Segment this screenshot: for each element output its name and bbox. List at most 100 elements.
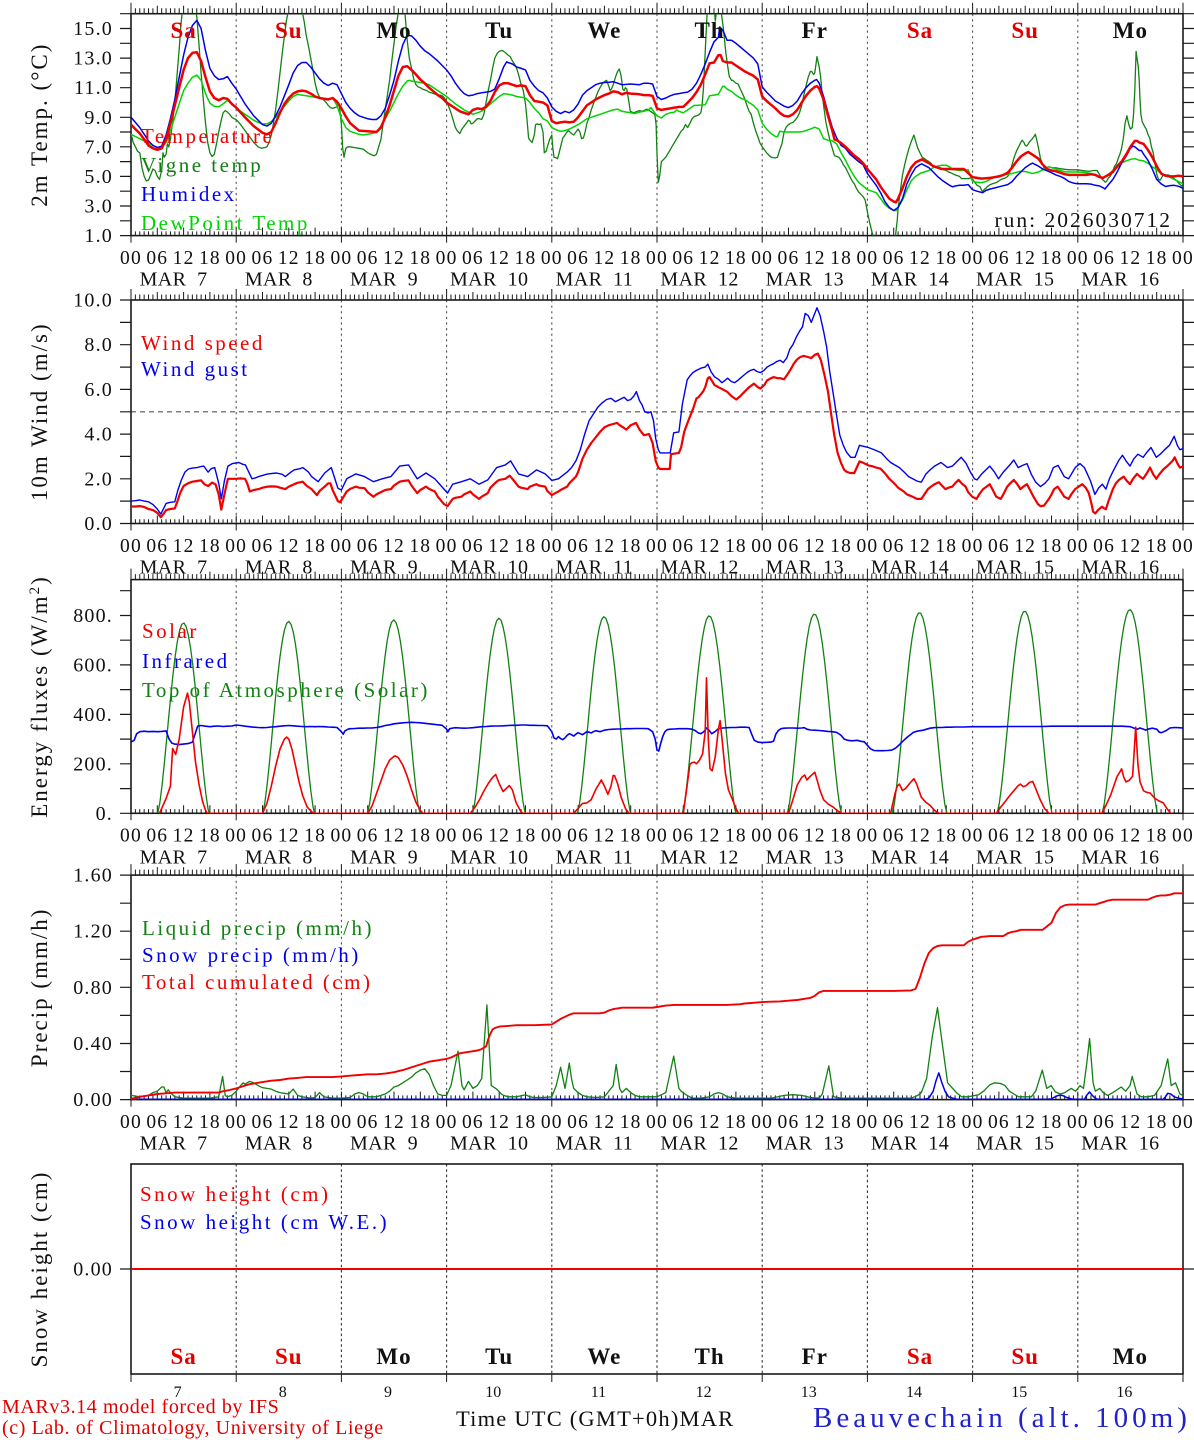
svg-text:0.40: 0.40	[73, 1033, 113, 1055]
svg-text:06: 06	[672, 1112, 694, 1133]
svg-text:9.0: 9.0	[84, 107, 113, 129]
svg-text:18: 18	[515, 826, 537, 847]
svg-text:Su: Su	[275, 18, 303, 43]
svg-text:06: 06	[567, 248, 589, 269]
svg-text:MAR 7: MAR 7	[140, 557, 208, 579]
svg-text:06: 06	[883, 1112, 905, 1133]
svg-text:MAR 12: MAR 12	[660, 269, 738, 291]
svg-text:00: 00	[1172, 248, 1194, 269]
svg-text:MAR 15: MAR 15	[976, 846, 1054, 868]
svg-text:00: 00	[225, 536, 247, 557]
svg-text:00: 00	[330, 248, 352, 269]
svg-text:MAR 10: MAR 10	[450, 269, 528, 291]
svg-text:MAR 13: MAR 13	[766, 846, 844, 868]
svg-text:12: 12	[278, 826, 300, 847]
svg-text:00: 00	[646, 248, 668, 269]
svg-text:00: 00	[541, 248, 563, 269]
svg-text:06: 06	[883, 826, 905, 847]
svg-text:00: 00	[225, 1112, 247, 1133]
svg-text:Total cumulated (cm): Total cumulated (cm)	[142, 970, 372, 994]
svg-text:06: 06	[1093, 536, 1115, 557]
svg-text:18: 18	[304, 826, 326, 847]
svg-text:06: 06	[778, 536, 800, 557]
svg-text:400.: 400.	[73, 704, 113, 726]
svg-text:18: 18	[725, 536, 747, 557]
svg-text:Sa: Sa	[907, 18, 933, 43]
svg-text:00: 00	[541, 1112, 563, 1133]
svg-text:MAR 14: MAR 14	[871, 557, 949, 579]
svg-text:Th: Th	[695, 18, 725, 43]
svg-text:18: 18	[620, 826, 642, 847]
svg-text:MARv3.14 model forced by IFS: MARv3.14 model forced by IFS	[2, 1396, 279, 1418]
svg-text:3.0: 3.0	[84, 196, 113, 218]
svg-text:12: 12	[593, 826, 615, 847]
svg-text:12: 12	[593, 248, 615, 269]
svg-text:5.0: 5.0	[84, 166, 113, 188]
svg-text:18: 18	[199, 536, 221, 557]
svg-text:Precip (mm/h): Precip (mm/h)	[27, 908, 52, 1068]
svg-text:18: 18	[515, 1112, 537, 1133]
svg-text:06: 06	[672, 536, 694, 557]
svg-text:Solar: Solar	[142, 619, 199, 643]
svg-text:06: 06	[357, 248, 379, 269]
svg-text:00: 00	[436, 1112, 458, 1133]
svg-text:06: 06	[252, 1112, 274, 1133]
svg-text:2m Temp. (°C): 2m Temp. (°C)	[27, 43, 52, 207]
svg-text:06: 06	[988, 536, 1010, 557]
svg-text:16: 16	[1116, 1384, 1132, 1401]
svg-text:Liquid precip (mm/h): Liquid precip (mm/h)	[142, 916, 374, 940]
svg-text:06: 06	[567, 826, 589, 847]
svg-text:12: 12	[593, 536, 615, 557]
svg-text:18: 18	[1146, 536, 1168, 557]
svg-text:12: 12	[593, 1112, 615, 1133]
svg-text:00: 00	[330, 826, 352, 847]
svg-text:18: 18	[725, 1112, 747, 1133]
svg-text:12: 12	[278, 1112, 300, 1133]
svg-text:MAR 11: MAR 11	[556, 846, 634, 868]
svg-text:Beauvechain (alt. 100m): Beauvechain (alt. 100m)	[813, 1402, 1191, 1434]
svg-text:18: 18	[1041, 826, 1063, 847]
svg-text:MAR 9: MAR 9	[350, 846, 418, 868]
svg-text:12: 12	[1014, 248, 1036, 269]
svg-text:Tu: Tu	[485, 1344, 513, 1369]
svg-text:12: 12	[1119, 826, 1141, 847]
svg-text:12: 12	[1119, 536, 1141, 557]
svg-text:12: 12	[1014, 536, 1036, 557]
svg-text:MAR 14: MAR 14	[871, 1133, 949, 1155]
svg-text:00: 00	[330, 1112, 352, 1133]
svg-text:18: 18	[199, 248, 221, 269]
svg-text:06: 06	[357, 826, 379, 847]
svg-text:MAR 10: MAR 10	[450, 846, 528, 868]
svg-text:18: 18	[515, 536, 537, 557]
svg-text:15.0: 15.0	[73, 18, 113, 40]
svg-text:600.: 600.	[73, 654, 113, 676]
svg-text:0.: 0.	[96, 803, 113, 825]
svg-text:MAR 15: MAR 15	[976, 1133, 1054, 1155]
svg-text:18: 18	[409, 1112, 431, 1133]
svg-text:12: 12	[699, 1112, 721, 1133]
svg-text:12: 12	[699, 536, 721, 557]
svg-text:00: 00	[1067, 826, 1089, 847]
svg-text:18: 18	[620, 248, 642, 269]
svg-text:MAR 12: MAR 12	[660, 1133, 738, 1155]
svg-text:00: 00	[646, 536, 668, 557]
svg-text:10.0: 10.0	[73, 290, 113, 312]
svg-text:00: 00	[962, 248, 984, 269]
svg-text:12: 12	[488, 536, 510, 557]
svg-text:12: 12	[278, 248, 300, 269]
svg-text:18: 18	[304, 536, 326, 557]
svg-text:MAR 9: MAR 9	[350, 269, 418, 291]
svg-text:12: 12	[383, 536, 405, 557]
svg-text:12: 12	[804, 536, 826, 557]
svg-text:12: 12	[488, 1112, 510, 1133]
svg-text:8: 8	[279, 1384, 287, 1401]
svg-text:DewPoint Temp: DewPoint Temp	[141, 211, 310, 235]
svg-text:06: 06	[1093, 248, 1115, 269]
svg-text:Th: Th	[695, 1344, 725, 1369]
svg-text:1.20: 1.20	[73, 921, 113, 943]
svg-text:10m Wind (m/s): 10m Wind (m/s)	[27, 322, 52, 501]
svg-text:00: 00	[646, 826, 668, 847]
svg-text:06: 06	[462, 248, 484, 269]
svg-text:MAR 11: MAR 11	[556, 557, 634, 579]
svg-text:MAR 8: MAR 8	[245, 557, 313, 579]
